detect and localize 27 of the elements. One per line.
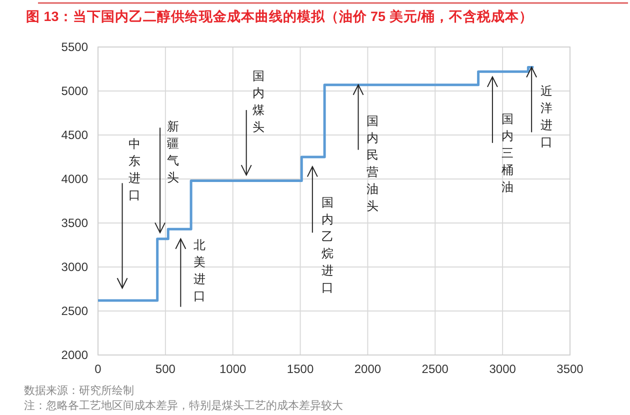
- y-tick-label: 5500: [61, 40, 88, 54]
- annotation: 国内三桶油: [501, 112, 514, 194]
- x-tick-label: 3500: [556, 362, 584, 376]
- annotation: 国内民营油头: [366, 114, 378, 213]
- x-tick-label: 2000: [354, 362, 382, 376]
- y-tick-label: 4000: [61, 172, 88, 186]
- x-tick-label: 2500: [422, 362, 449, 376]
- annotation: 国内乙烷进口: [321, 196, 334, 295]
- x-tick-label: 1000: [220, 362, 247, 376]
- x-tick-label: 500: [155, 362, 176, 376]
- y-tick-label: 3500: [61, 216, 88, 230]
- chart-title: 图 13：当下国内乙二醇供给现金成本曲线的模拟（油价 75 美元/桶，不含税成本）: [26, 8, 534, 24]
- x-tick-label: 1500: [286, 362, 314, 376]
- y-tick-label: 4500: [61, 128, 88, 142]
- annotation: 中东进口: [128, 137, 140, 202]
- annotation: 北美进口: [194, 238, 206, 303]
- y-tick-label: 2500: [61, 304, 88, 318]
- y-tick-label: 5000: [61, 84, 88, 98]
- source-note: 数据来源：研究所绘制: [24, 384, 134, 397]
- y-tick-label: 2000: [61, 348, 88, 362]
- y-tick-label: 3000: [61, 260, 88, 274]
- x-tick-label: 0: [94, 362, 102, 376]
- annotation: 近洋进口: [540, 84, 553, 150]
- x-tick-label: 3000: [489, 362, 516, 376]
- annotation: 新疆气头: [167, 120, 180, 185]
- annotation: 国内煤头: [252, 69, 264, 134]
- text: 注：忽略各工艺地区间成本差异，特别是煤头工艺的成本差异较大: [24, 399, 343, 412]
